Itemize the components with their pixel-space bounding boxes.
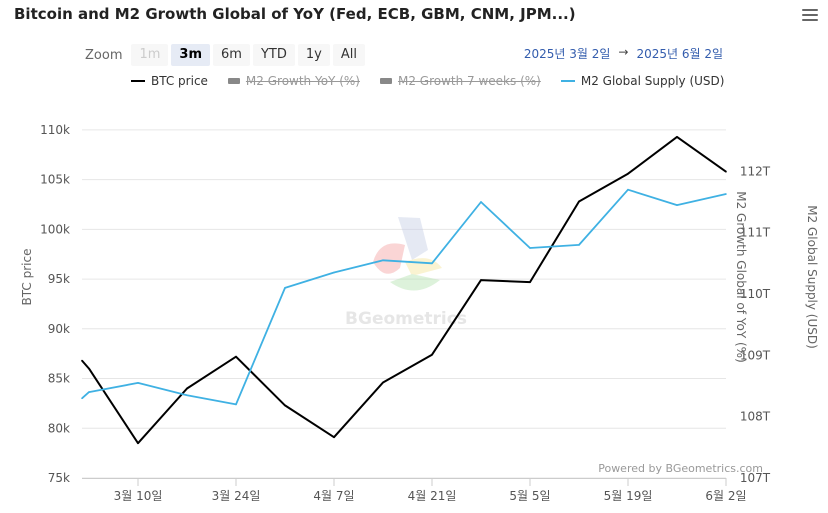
right-tick-label: 112T	[740, 164, 771, 178]
data-point-m2-global-supply-usd	[88, 391, 90, 393]
data-point-m2-global-supply-usd	[137, 382, 139, 384]
data-point-btc-price	[578, 200, 580, 203]
data-point-m2-global-supply-usd	[284, 287, 286, 289]
data-point-m2-global-supply-usd	[235, 403, 237, 406]
left-tick-label: 105k	[40, 173, 70, 187]
grid-lines	[82, 129, 726, 479]
watermark-text: BGeometrics	[345, 309, 467, 329]
right-tick-label: 111T	[740, 226, 771, 240]
data-point-btc-price	[480, 279, 482, 281]
data-point-btc-price	[529, 281, 531, 283]
data-point-btc-price	[627, 172, 629, 175]
zoom-3m-button[interactable]: 3m	[171, 44, 211, 66]
legend-line-icon	[560, 80, 575, 82]
range-arrow-icon: →	[618, 45, 629, 59]
data-point-btc-price	[676, 136, 678, 138]
legend-item-btc-price[interactable]: BTC price	[131, 74, 208, 88]
hamburger-menu-icon[interactable]	[802, 9, 818, 23]
data-point-btc-price	[382, 381, 384, 384]
right-axis-title: M2 Global Supply (USD)	[805, 205, 819, 349]
data-point-m2-global-supply-usd	[382, 259, 384, 262]
data-point-btc-price	[81, 359, 83, 362]
range-from-input[interactable]: 2025년 3월 2일	[523, 47, 611, 61]
data-point-btc-price	[186, 387, 188, 390]
legend-label: M2 Growth 7 weeks (%)	[397, 74, 541, 88]
data-point-m2-global-supply-usd	[186, 394, 188, 397]
x-axis: 3월 10일 3월 24일 4월 7일 4월 21일 5월 5일 5월 19일 6월 2일	[82, 478, 747, 503]
data-point-m2-global-supply-usd	[578, 244, 580, 246]
left-tick-label: 95k	[48, 272, 70, 286]
data-point-m2-global-supply-usd	[627, 188, 629, 191]
right-tick-label: 110T	[740, 287, 771, 301]
left-tick-label: 100k	[40, 222, 70, 236]
legend: BTC price M2 Growth YoY (%) M2 Growth 7 …	[131, 74, 724, 88]
legend-label: BTC price	[151, 74, 208, 88]
data-point-m2-global-supply-usd	[480, 201, 482, 203]
zoom-bar: Zoom 1m 3m 6m YTD 1y All	[85, 44, 365, 66]
watermark-shape	[398, 217, 428, 260]
data-point-m2-global-supply-usd	[431, 262, 433, 265]
chart-title: Bitcoin and M2 Growth Global of YoY (Fed…	[14, 5, 576, 23]
left-axis: 75k 80k 85k 90k 95k 100k 105k 110k	[40, 123, 70, 485]
watermark-logo: BGeometrics	[345, 217, 467, 329]
legend-item-m2-growth-yoy[interactable]: M2 Growth YoY (%)	[227, 74, 360, 88]
legend-label: M2 Global Supply (USD)	[580, 74, 725, 88]
left-axis-title: BTC price	[20, 249, 34, 306]
data-point-btc-price	[88, 367, 90, 370]
data-point-btc-price	[333, 436, 335, 439]
data-point-m2-global-supply-usd	[676, 204, 678, 206]
right-tick-label: 107T	[740, 471, 771, 485]
zoom-label: Zoom	[85, 47, 123, 63]
left-tick-label: 80k	[48, 421, 70, 435]
watermark-shape	[373, 243, 405, 274]
data-point-m2-global-supply-usd	[333, 271, 335, 274]
right-tick-label: 108T	[740, 410, 771, 424]
zoom-1m-button[interactable]: 1m	[131, 44, 169, 66]
right-axis: 107T 108T 109T 110T 111T 112T	[740, 164, 771, 485]
legend-line-icon	[131, 80, 145, 82]
data-point-btc-price	[725, 170, 727, 173]
x-tick-label: 5월 19일	[604, 489, 653, 503]
series-line-btc-price	[81, 135, 727, 445]
data-point-m2-global-supply-usd	[81, 397, 83, 400]
data-point-btc-price	[284, 404, 286, 407]
data-point-m2-global-supply-usd	[529, 247, 531, 249]
legend-bar-icon	[379, 78, 392, 84]
series-lines	[81, 135, 727, 445]
zoom-all-button[interactable]: All	[332, 44, 365, 66]
watermark-shape	[405, 258, 442, 276]
zoom-6m-button[interactable]: 6m	[213, 44, 250, 66]
data-point-m2-global-supply-usd	[725, 193, 727, 195]
legend-label: M2 Growth YoY (%)	[245, 74, 360, 88]
x-tick-label: 4월 21일	[408, 489, 457, 503]
x-tick-label: 5월 5일	[509, 489, 550, 503]
watermark-shape	[390, 274, 440, 291]
x-tick-label: 3월 10일	[114, 489, 163, 503]
zoom-ytd-button[interactable]: YTD	[252, 44, 295, 66]
left-tick-label: 85k	[48, 372, 70, 386]
data-point-btc-price	[137, 442, 139, 445]
credits-link[interactable]: Powered by BGeometrics.com	[598, 462, 763, 475]
left-tick-label: 110k	[40, 123, 70, 137]
data-point-btc-price	[431, 353, 433, 356]
left-tick-label: 90k	[48, 322, 70, 336]
x-tick-label: 6월 2일	[705, 489, 746, 503]
left-tick-label: 75k	[48, 471, 70, 485]
x-tick-label: 3월 24일	[212, 489, 261, 503]
data-point-btc-price	[235, 355, 237, 358]
date-range: 2025년 3월 2일 → 2025년 6월 2일	[524, 45, 723, 62]
legend-bar-icon	[227, 78, 240, 84]
x-tick-label: 4월 7일	[313, 489, 354, 503]
legend-item-m2-global-supply[interactable]: M2 Global Supply (USD)	[560, 74, 725, 88]
zoom-1y-button[interactable]: 1y	[297, 44, 330, 66]
right-tick-label: 109T	[740, 348, 771, 362]
legend-item-m2-growth-7-weeks[interactable]: M2 Growth 7 weeks (%)	[379, 74, 541, 88]
mid-axis-title: M2 Growth Global of YoY (%)	[734, 191, 748, 363]
range-to-input[interactable]: 2025년 6월 2일	[636, 47, 723, 61]
